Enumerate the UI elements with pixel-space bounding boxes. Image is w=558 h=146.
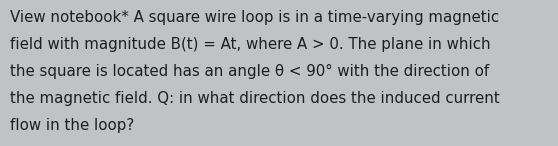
Text: the magnetic field. Q: in what direction does the induced current: the magnetic field. Q: in what direction… bbox=[10, 91, 500, 106]
Text: flow in the loop?: flow in the loop? bbox=[10, 118, 134, 133]
Text: the square is located has an angle θ < 90° with the direction of: the square is located has an angle θ < 9… bbox=[10, 64, 489, 79]
Text: field with magnitude B(t) = At, where A > 0. The plane in which: field with magnitude B(t) = At, where A … bbox=[10, 37, 490, 52]
Text: View notebook* A square wire loop is in a time-varying magnetic: View notebook* A square wire loop is in … bbox=[10, 10, 499, 25]
